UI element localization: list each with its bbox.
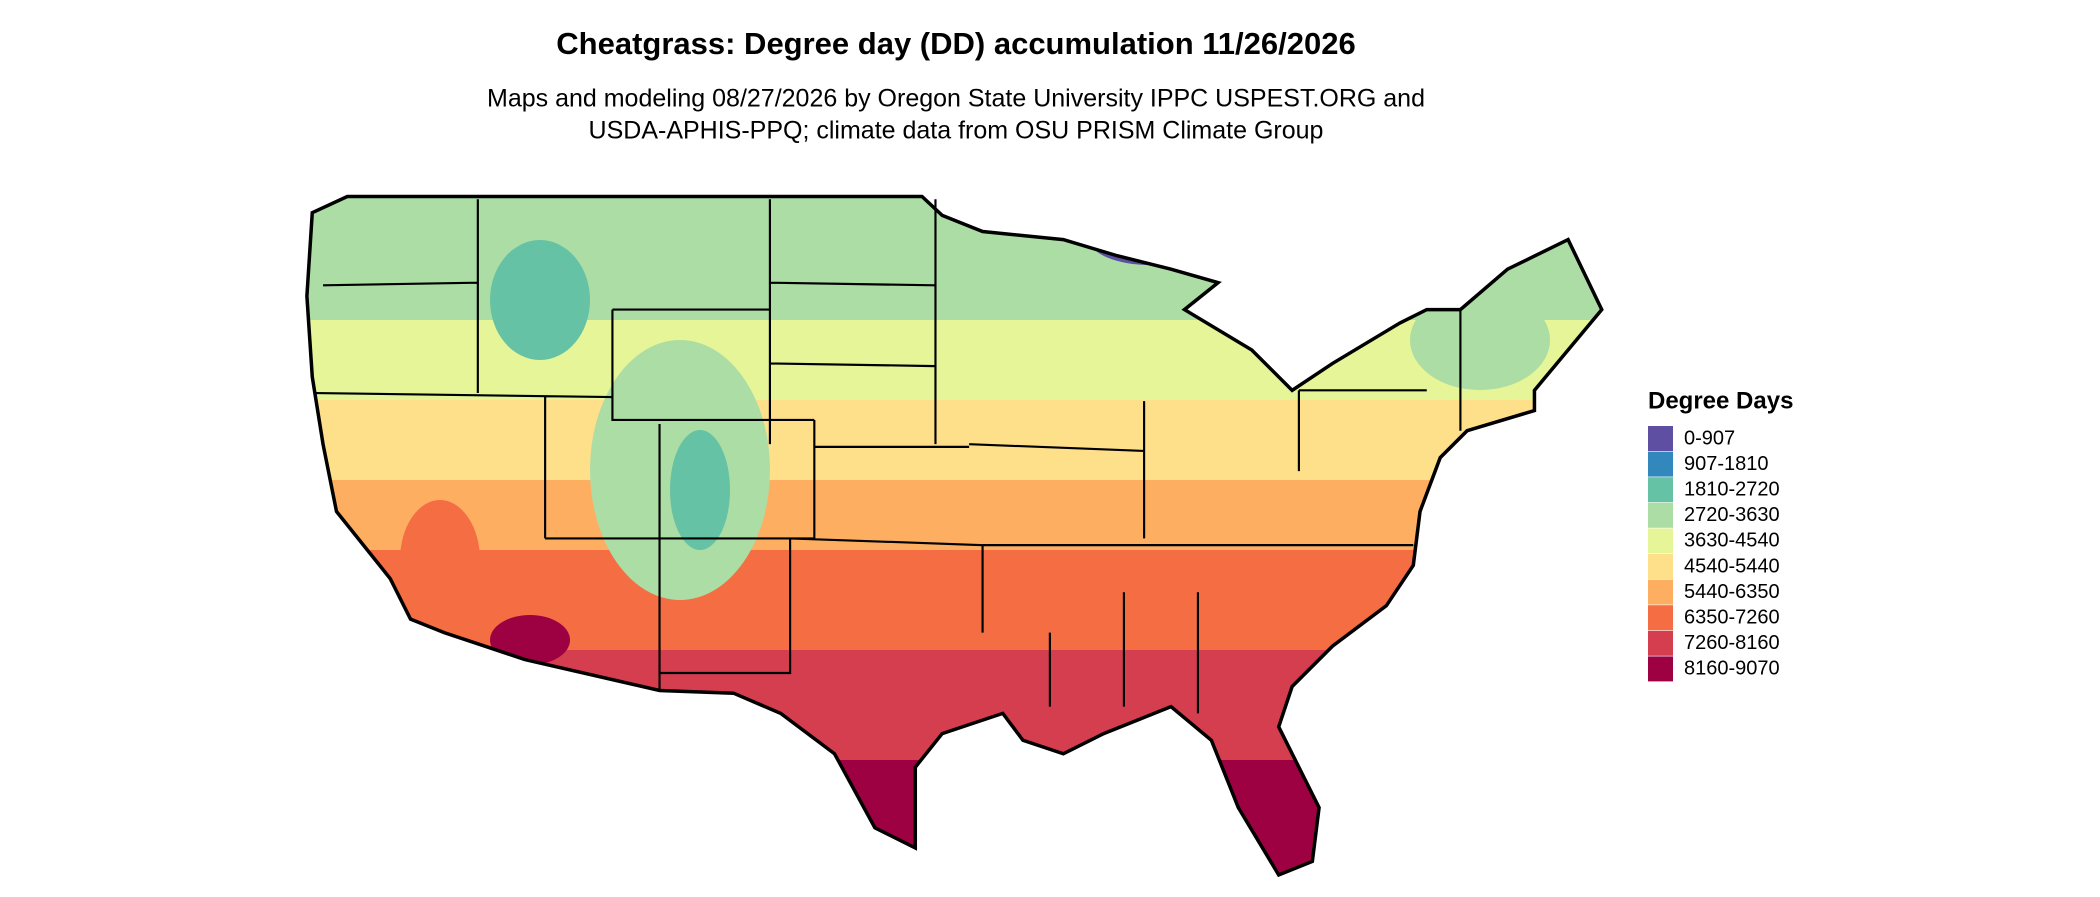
legend-label: 3630-4540 [1684,530,1780,552]
legend-title: Degree Days [1648,387,1793,414]
climate-zone [1410,290,1550,390]
climate-zone [290,760,1630,892]
subtitle: Maps and modeling 08/27/2026 by Oregon S… [487,85,1425,113]
legend-label: 907-1810 [1684,453,1769,475]
legend-label: 8160-9070 [1684,658,1780,680]
climate-zone [1090,215,1210,265]
legend-swatch [1648,631,1673,656]
legend-label: 0-907 [1684,427,1735,449]
legend-label: 7260-8160 [1684,632,1780,654]
legend-label: 2720-3630 [1684,504,1780,526]
climate-zone [290,400,1630,480]
climate-zone [400,500,480,620]
legend-swatch [1648,477,1673,502]
subtitle: USDA-APHIS-PPQ; climate data from OSU PR… [589,117,1324,145]
legend-swatch [1648,452,1673,477]
legend-swatch [1648,528,1673,553]
legend-swatch [1648,426,1673,451]
legend-swatch [1648,656,1673,681]
legend-swatch [1648,580,1673,605]
climate-zone [490,615,570,665]
legend-swatch [1648,605,1673,630]
title: Cheatgrass: Degree day (DD) accumulation… [556,26,1355,61]
legend-label: 5440-6350 [1684,581,1780,603]
legend-label: 4540-5440 [1684,555,1780,577]
legend-swatch [1648,503,1673,528]
legend-label: 1810-2720 [1684,478,1780,500]
climate-zone [290,650,1630,760]
legend-label: 6350-7260 [1684,606,1780,628]
map [290,190,1630,892]
legend: 0-907 907-1810 1810-2720 2720-3630 3630-4540… [1648,426,1780,681]
climate-zone [490,240,590,360]
legend-swatch [1648,554,1673,579]
climate-zone [670,430,730,550]
